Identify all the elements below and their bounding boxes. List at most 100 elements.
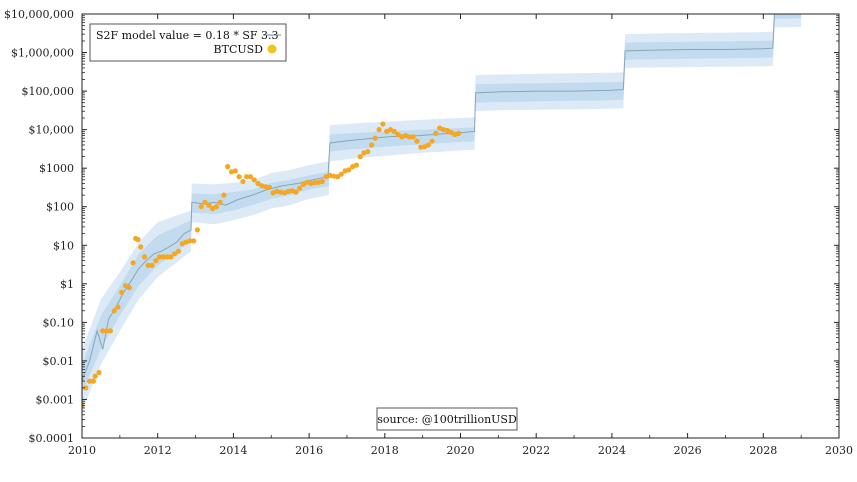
y-tick-label: $1,000,000 — [11, 47, 74, 60]
btcusd-point — [236, 174, 242, 180]
btcusd-point — [104, 328, 110, 334]
btcusd-point — [456, 130, 462, 136]
btcusd-point — [87, 378, 93, 384]
btcusd-point — [138, 244, 144, 250]
btcusd-point — [406, 134, 412, 140]
btcusd-point — [107, 328, 113, 334]
btcusd-point — [221, 192, 227, 198]
source-text: source: @100trillionUSD — [377, 413, 517, 426]
btcusd-point — [100, 328, 106, 334]
x-tick-label: 2010 — [68, 444, 96, 457]
btcusd-point — [414, 138, 420, 144]
x-tick-label: 2014 — [219, 444, 247, 457]
btcusd-point — [119, 289, 125, 295]
btcusd-point — [126, 285, 132, 291]
y-axis: $10,000,000 $1,000,000 $100,000 $10,000 $100… — [4, 8, 839, 445]
btcusd-point — [90, 378, 96, 384]
btcusd-point — [187, 238, 193, 244]
btcusd-point — [312, 180, 318, 186]
btcusd-point — [83, 385, 89, 391]
btcusd-points — [82, 121, 462, 408]
btcusd-point — [145, 262, 151, 268]
btcusd-point — [213, 204, 219, 210]
btcusd-point — [357, 154, 363, 160]
y-tick-label: $0.0001 — [29, 432, 75, 445]
y-tick-label: $0.10 — [43, 316, 75, 329]
btcusd-point — [135, 237, 141, 243]
btcusd-point — [334, 174, 341, 180]
btcusd-point — [225, 164, 231, 170]
btcusd-point — [365, 149, 371, 155]
plot-area — [82, 14, 802, 412]
x-tick-label: 2024 — [598, 444, 626, 457]
btcusd-point — [198, 204, 204, 210]
x-axis: 2010 2012 2014 2016 2018 2020 2022 2024 2026 2028… — [68, 14, 853, 457]
btcusd-point — [353, 162, 359, 168]
btcusd-point — [376, 127, 382, 133]
x-tick-label: 2026 — [674, 444, 702, 457]
btcusd-point — [111, 308, 117, 314]
btcusd-point — [160, 254, 166, 260]
btcusd-point — [448, 129, 454, 135]
btcusd-point — [346, 167, 352, 173]
btcusd-point — [293, 189, 299, 195]
btcusd-point — [240, 178, 246, 185]
btcusd-point — [164, 254, 170, 260]
btcusd-point — [247, 174, 253, 180]
btcusd-point — [380, 121, 386, 127]
btcusd-point — [266, 184, 272, 190]
y-tick-label: $10 — [53, 239, 74, 252]
y-tick-label: $10,000 — [29, 124, 75, 137]
btcusd-point — [141, 254, 148, 260]
btcusd-point — [319, 178, 325, 185]
x-tick-label: 2018 — [371, 444, 399, 457]
x-tick-label: 2012 — [144, 444, 172, 457]
btcusd-point — [217, 199, 223, 205]
model-band-inner — [82, 14, 802, 393]
btcusd-point — [331, 173, 337, 179]
source-annotation: source: @100trillionUSD — [376, 407, 518, 431]
btcusd-point — [157, 254, 163, 260]
btcusd-point — [172, 251, 178, 257]
btcusd-point — [130, 260, 136, 266]
legend-model-label: S2F model value = 0.18 * SF 3.3 — [96, 29, 279, 42]
btcusd-point — [92, 373, 98, 379]
x-tick-label: 2022 — [522, 444, 550, 457]
y-tick-label: $100,000 — [22, 85, 75, 98]
x-tick-label: 2030 — [825, 444, 853, 457]
legend-price-swatch — [267, 44, 277, 54]
y-tick-label: $0.01 — [43, 355, 75, 368]
btcusd-point — [251, 177, 257, 183]
btcusd-point — [149, 262, 155, 268]
btcusd-point — [391, 128, 397, 134]
btcusd-point — [297, 185, 303, 191]
legend: S2F model value = 0.18 * SF 3.3 BTCUSD — [89, 23, 287, 62]
btcusd-point — [206, 202, 212, 208]
y-tick-label: $1 — [60, 278, 74, 291]
y-tick-label: $1000 — [39, 162, 74, 175]
legend-price-label: BTCUSD — [214, 43, 264, 56]
btcusd-point — [395, 131, 401, 138]
btcusd-point — [372, 135, 378, 141]
source-box — [376, 407, 518, 431]
btcusd-point — [244, 174, 250, 180]
btcusd-point — [433, 130, 439, 136]
btcusd-point — [202, 199, 208, 205]
x-tick-label: 2028 — [749, 444, 777, 457]
btcusd-point — [410, 134, 416, 140]
x-tick-label: 2020 — [447, 444, 475, 457]
btcusd-point — [255, 180, 261, 187]
legend-box — [89, 23, 287, 62]
btcusd-point — [369, 142, 375, 148]
y-tick-label: $10,000,000 — [4, 8, 74, 21]
btcusd-point — [96, 369, 102, 376]
btcusd-point — [338, 171, 344, 177]
y-tick-label: $0.001 — [36, 393, 75, 406]
btcusd-point — [153, 258, 159, 264]
btcusd-point — [429, 138, 435, 144]
y-tick-label: $100 — [46, 201, 74, 214]
x-tick-label: 2016 — [295, 444, 323, 457]
btcusd-point — [194, 227, 200, 233]
btcusd-point — [175, 248, 182, 254]
btcusd-point — [425, 142, 431, 148]
